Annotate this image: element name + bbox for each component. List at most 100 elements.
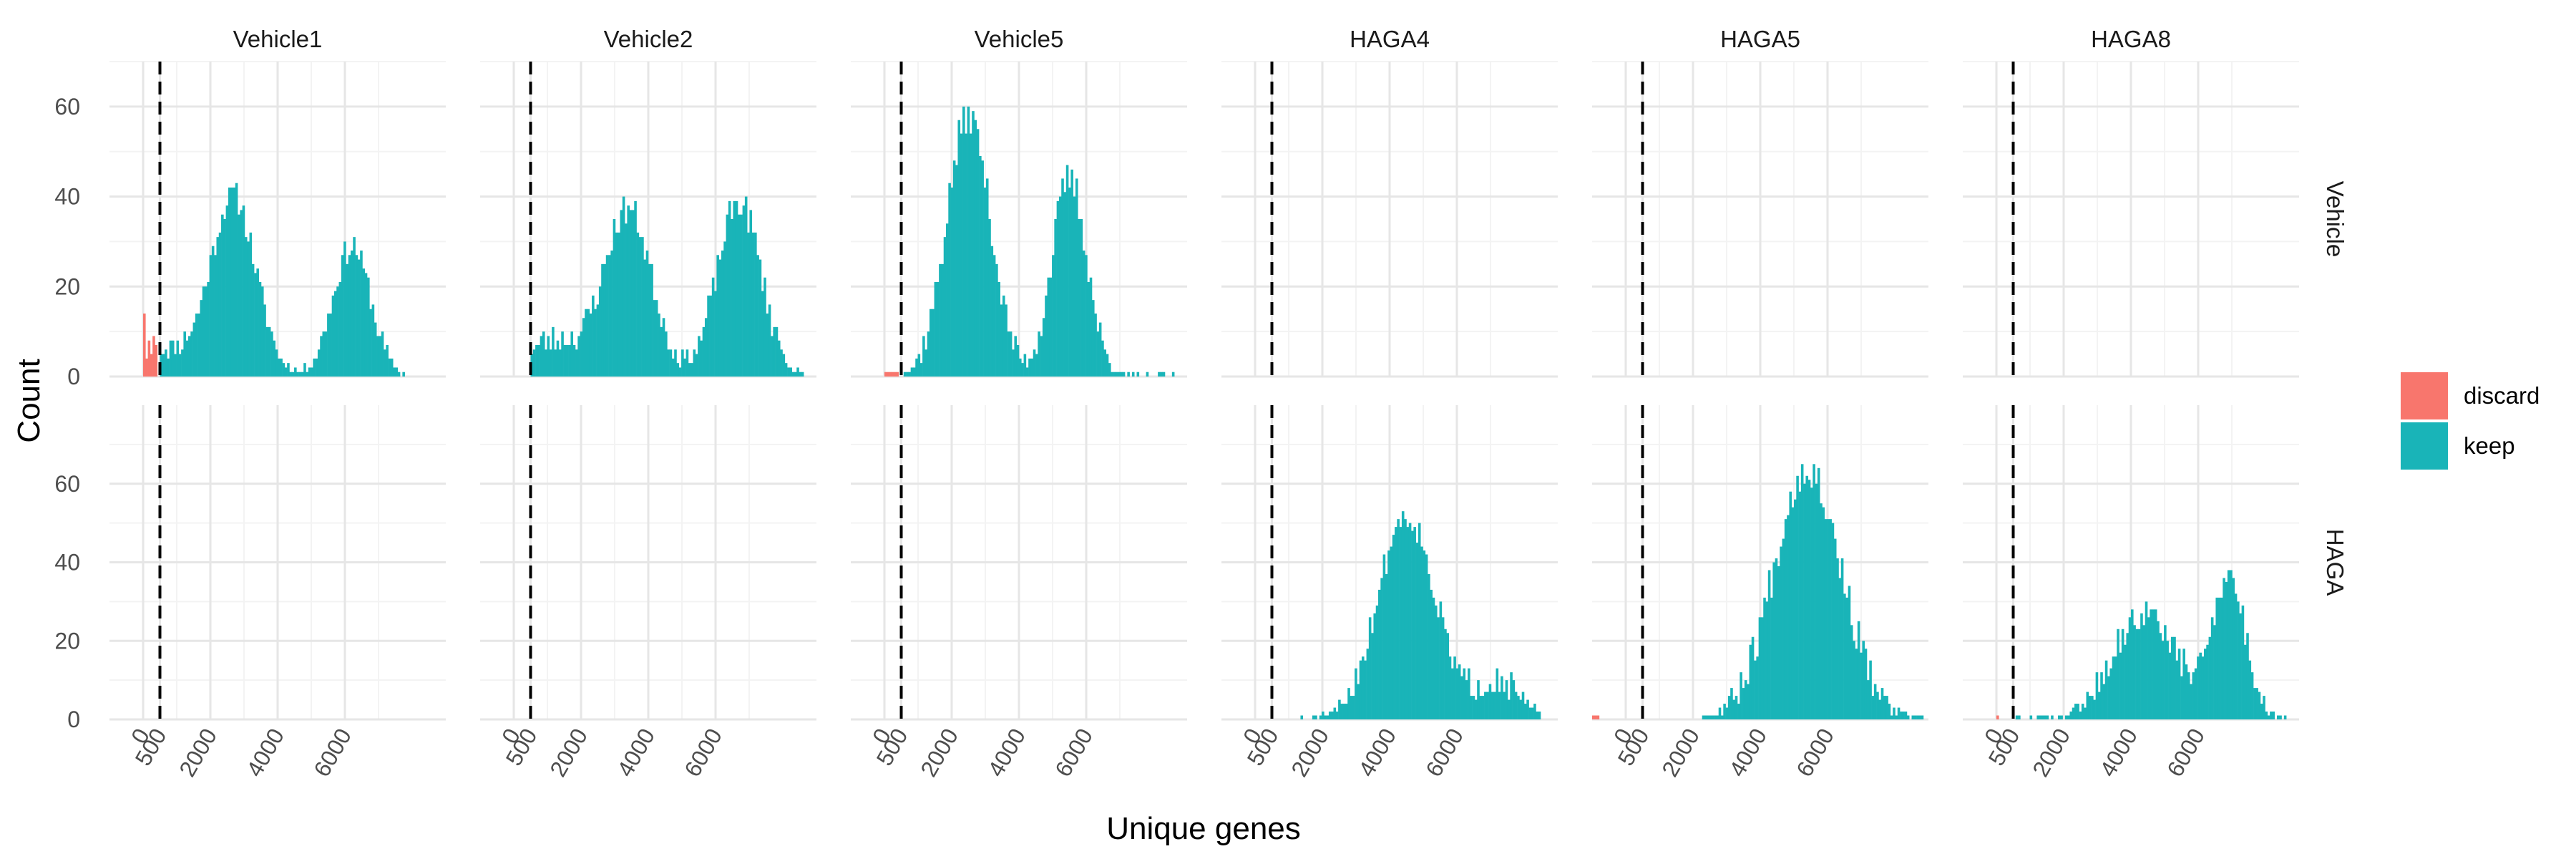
keep-bar <box>362 268 366 377</box>
keep-bar <box>718 259 722 377</box>
keep-bar <box>350 251 353 377</box>
keep-bar <box>761 291 764 377</box>
keep-bar <box>2064 715 2068 719</box>
keep-bar <box>2036 715 2039 719</box>
keep-bar <box>1070 169 1073 377</box>
keep-bar <box>733 200 736 377</box>
keep-bar <box>1068 188 1071 377</box>
panels-layer <box>109 61 2299 722</box>
keep-bar <box>1096 331 1100 377</box>
keep-bar <box>915 358 918 377</box>
keep-bar <box>301 372 304 377</box>
keep-bar <box>545 349 547 377</box>
keep-bar <box>2079 712 2082 719</box>
keep-bar <box>1479 696 1483 719</box>
keep-bar <box>1855 649 1858 719</box>
keep-bar <box>2044 715 2046 719</box>
keep-bar <box>700 340 703 377</box>
keep-bar <box>789 367 792 377</box>
keep-bar <box>1019 358 1022 377</box>
keep-bar <box>1408 523 1412 719</box>
keep-bar <box>1787 515 1790 719</box>
keep-bar <box>771 336 774 377</box>
keep-bar <box>995 263 998 377</box>
keep-bar <box>2018 715 2021 719</box>
keep-bar <box>939 263 942 377</box>
keep-bar <box>629 210 633 377</box>
keep-bar <box>2175 660 2179 719</box>
keep-bar <box>1782 538 1785 719</box>
keep-bar <box>1446 633 1450 719</box>
keep-bar <box>704 318 708 377</box>
keep-bar <box>1902 712 1905 719</box>
y-tick-label: 60 <box>54 94 80 120</box>
keep-bar <box>728 200 731 377</box>
keep-bar <box>1737 704 1740 719</box>
panel-vehicle2-haga <box>480 405 816 722</box>
keep-bar <box>625 223 628 377</box>
keep-bar <box>608 255 611 377</box>
keep-bar <box>2046 715 2049 719</box>
keep-bar <box>343 241 346 377</box>
keep-bar <box>1827 519 1830 719</box>
keep-bar <box>726 214 729 377</box>
keep-bar <box>2263 696 2265 719</box>
keep-bar <box>2107 676 2110 719</box>
keep-bar <box>747 232 750 377</box>
keep-bar <box>1094 314 1097 377</box>
keep-bar <box>934 282 937 377</box>
legend-label-keep: keep <box>2464 432 2515 459</box>
keep-bar <box>1777 566 1780 719</box>
keep-bar <box>235 183 238 377</box>
keep-bar <box>908 372 911 377</box>
keep-bar <box>320 336 323 377</box>
keep-bar <box>1866 680 1870 719</box>
keep-bar <box>796 367 799 377</box>
keep-bar <box>306 372 309 377</box>
keep-bar <box>1392 535 1395 719</box>
keep-bar <box>2283 715 2287 719</box>
keep-bar <box>1411 530 1414 719</box>
discard-bar <box>1596 715 1600 719</box>
keep-bar <box>787 367 790 377</box>
panel-vehicle5-haga <box>851 405 1187 722</box>
keep-bar <box>2015 715 2019 719</box>
keep-bar <box>1078 219 1080 377</box>
keep-bar <box>1531 707 1534 719</box>
panel-haga8-vehicle <box>1963 61 2299 379</box>
keep-bar <box>1397 519 1400 719</box>
keep-bar <box>2234 593 2238 719</box>
panel-haga8-haga <box>1963 405 2299 722</box>
keep-bar <box>260 286 264 377</box>
keep-bar <box>1498 691 1501 719</box>
keep-bar <box>1763 597 1766 719</box>
keep-bar <box>1023 354 1027 377</box>
keep-bar <box>1300 715 1304 719</box>
keep-bar <box>1000 304 1003 377</box>
keep-bar <box>240 210 243 377</box>
keep-bar <box>2147 617 2150 719</box>
keep-bar <box>542 331 545 377</box>
keep-bar <box>2152 609 2155 719</box>
keep-bar <box>1831 523 1835 719</box>
discard-bar <box>150 354 153 377</box>
keep-bar <box>731 219 733 377</box>
x-tick-label: 6000 <box>1050 724 1098 782</box>
keep-bar <box>601 263 604 377</box>
keep-bar <box>756 255 759 377</box>
keep-bar <box>1430 589 1433 719</box>
keep-bar <box>1399 527 1402 719</box>
keep-bar <box>1115 372 1118 377</box>
keep-bar <box>1721 715 1724 719</box>
y-axis-title: Count <box>11 359 47 442</box>
keep-bar <box>1817 467 1820 719</box>
keep-bar <box>1028 358 1031 377</box>
keep-bar <box>1526 699 1529 719</box>
keep-bar <box>922 336 925 377</box>
keep-bar <box>1510 672 1513 719</box>
keep-bar <box>1807 480 1811 719</box>
keep-bar <box>615 232 618 377</box>
keep-bar <box>1005 304 1008 377</box>
keep-bar <box>280 358 283 377</box>
